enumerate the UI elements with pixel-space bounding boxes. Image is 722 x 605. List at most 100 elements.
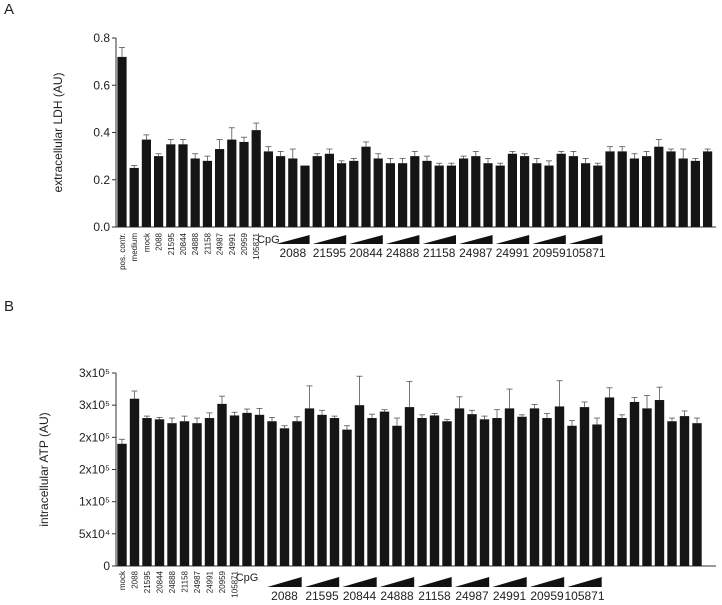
- bar: [532, 163, 542, 227]
- dose-triangle: [312, 235, 347, 244]
- x-tick-label: 20844: [156, 570, 165, 593]
- bar: [317, 414, 327, 566]
- x-tick-label: 21158: [203, 232, 212, 254]
- group-label: 105871: [564, 589, 604, 603]
- x-tick-label: 105871: [252, 232, 261, 259]
- bar: [179, 421, 190, 566]
- bar: [367, 418, 377, 566]
- bar: [617, 151, 627, 227]
- bar: [373, 158, 383, 227]
- y-tick-label: 5x10⁴: [79, 527, 110, 541]
- bar: [678, 158, 688, 227]
- bar: [202, 160, 212, 227]
- bar: [178, 144, 188, 227]
- group-label: 21158: [423, 246, 456, 260]
- bar: [288, 158, 298, 227]
- bar: [617, 418, 627, 566]
- y-tick-label: 2x10⁵: [79, 463, 110, 477]
- bar: [495, 165, 505, 227]
- x-tick-label: 21595: [167, 232, 176, 255]
- bar: [703, 151, 713, 227]
- bar: [471, 156, 481, 227]
- bar: [666, 151, 676, 227]
- bar: [141, 139, 151, 227]
- bar: [324, 153, 334, 227]
- y-tick-label: 0.4: [93, 126, 110, 140]
- dose-triangle: [459, 235, 493, 244]
- bar: [504, 408, 515, 566]
- bar: [679, 416, 690, 566]
- cpg-label: CpG: [257, 234, 280, 246]
- bar: [227, 139, 237, 227]
- bar: [579, 407, 590, 566]
- bar: [446, 165, 456, 227]
- bar: [567, 425, 577, 566]
- bar: [442, 421, 452, 566]
- x-tick-label: 24888: [168, 570, 177, 593]
- bar: [483, 163, 493, 227]
- group-label: 24991: [496, 246, 530, 260]
- x-tick-label: 20959: [218, 570, 227, 593]
- panel-letter: B: [4, 298, 14, 315]
- bar: [129, 398, 140, 566]
- bar: [629, 158, 639, 227]
- dose-triangle: [342, 577, 377, 587]
- bar: [434, 165, 444, 227]
- x-tick-label: 24991: [228, 232, 237, 255]
- panel-letter: A: [4, 1, 14, 18]
- bar: [279, 428, 290, 566]
- bar: [267, 421, 277, 566]
- bar: [242, 412, 252, 566]
- bar: [417, 418, 427, 566]
- bar: [117, 56, 127, 228]
- bar: [592, 424, 602, 566]
- bar: [129, 167, 139, 227]
- bar: [404, 407, 415, 566]
- bar: [229, 415, 240, 566]
- bar: [354, 405, 365, 566]
- bar: [167, 423, 177, 566]
- x-tick-label: 21595: [143, 570, 152, 593]
- x-tick-label: 105871: [231, 570, 240, 597]
- group-label: 24888: [386, 246, 420, 260]
- x-tick-label: 21158: [181, 570, 190, 592]
- group-label: 24987: [459, 246, 493, 260]
- x-tick-label: mock: [142, 232, 151, 252]
- dose-triangle: [568, 235, 603, 244]
- dose-triangle: [492, 577, 527, 587]
- y-tick-label: 2x10⁵: [79, 430, 110, 444]
- bar: [304, 408, 315, 566]
- y-axis-label: intracellular ATP (AU): [37, 412, 51, 526]
- bar: [385, 163, 395, 227]
- dose-triangle: [567, 577, 602, 587]
- y-tick-label: 0: [103, 559, 110, 573]
- bar: [254, 414, 265, 566]
- bar: [154, 156, 164, 227]
- bar: [410, 156, 420, 227]
- x-tick-label: medium: [130, 233, 139, 262]
- group-label: 24991: [493, 589, 527, 603]
- bar: [429, 415, 440, 566]
- group-label: 20959: [530, 589, 564, 603]
- bar: [568, 156, 578, 227]
- bar: [117, 443, 127, 566]
- bar: [276, 156, 286, 227]
- bar: [467, 414, 477, 566]
- dose-triangle: [532, 235, 566, 244]
- dose-triangle: [495, 235, 530, 244]
- bar: [142, 418, 152, 566]
- x-tick-label: 24991: [206, 570, 215, 593]
- bar: [190, 158, 200, 227]
- bar: [292, 421, 302, 566]
- group-label: 21595: [305, 589, 339, 603]
- x-tick-label: 20844: [179, 232, 188, 255]
- dose-triangle: [304, 577, 340, 587]
- bar: [544, 165, 554, 227]
- group-label: 2088: [271, 589, 298, 603]
- bar: [263, 151, 273, 227]
- bar: [251, 130, 261, 227]
- bar: [629, 401, 640, 566]
- y-tick-label: 3x10⁵: [79, 398, 110, 412]
